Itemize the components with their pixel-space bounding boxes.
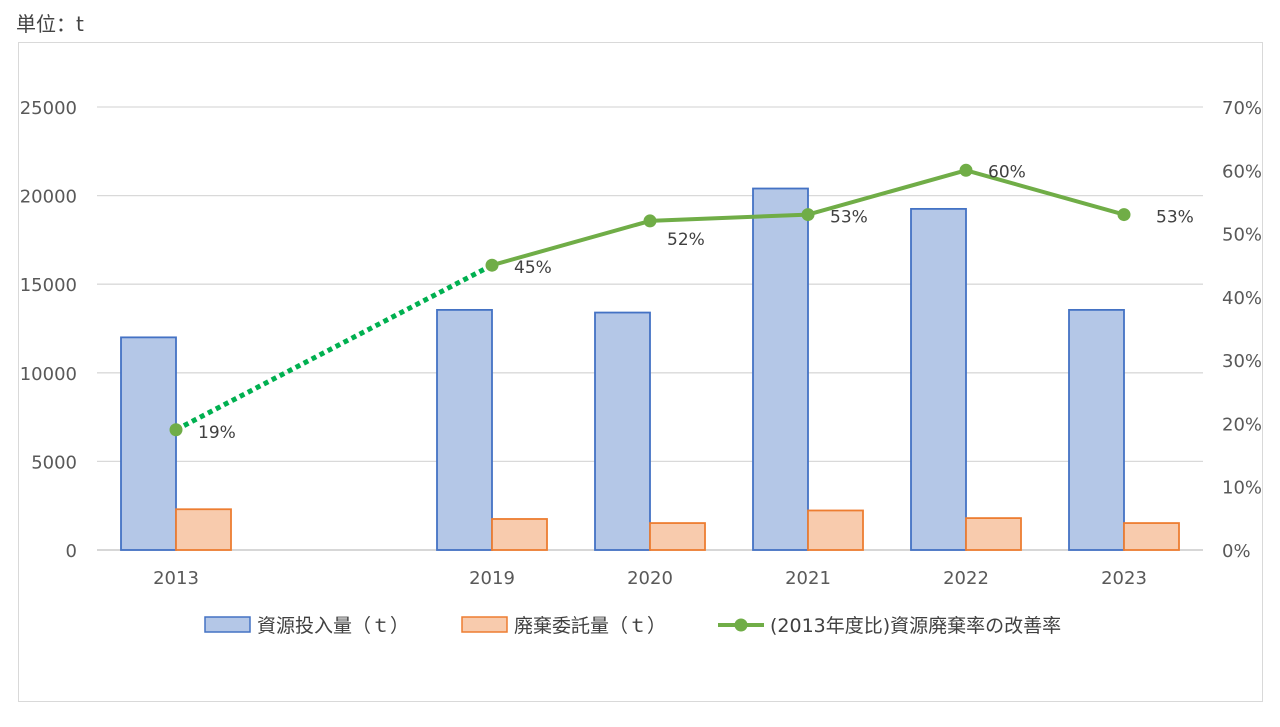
line-point	[485, 258, 499, 272]
y-right-tick-label: 30%	[1222, 351, 1262, 372]
unit-label: 単位：t	[16, 12, 84, 36]
x-tick-label: 2013	[153, 568, 199, 589]
y-right-tick-label: 20%	[1222, 414, 1262, 435]
x-tick-label: 2023	[1101, 568, 1147, 589]
line-point	[959, 163, 973, 177]
x-tick-label: 2022	[943, 568, 989, 589]
y-left-tick-label: 10000	[20, 364, 77, 385]
line-point	[643, 214, 657, 228]
y-right-tick-label: 50%	[1222, 225, 1262, 246]
bar-waste-consignment	[807, 509, 864, 551]
bar-resource-input	[120, 336, 177, 551]
line-point	[801, 208, 815, 222]
bar-waste-consignment	[649, 522, 706, 551]
y-right-tick-label: 40%	[1222, 288, 1262, 309]
bar-resource-input	[752, 187, 809, 551]
bar-waste-consignment	[965, 517, 1022, 551]
bar-resource-input	[594, 311, 651, 551]
y-left-tick-label: 15000	[20, 275, 77, 296]
legend-label-resource-input: 資源投入量（ｔ）	[257, 615, 409, 637]
y-right-tick-label: 10%	[1222, 478, 1262, 499]
x-tick-label: 2020	[627, 568, 673, 589]
y-left-tick-label: 25000	[20, 98, 77, 119]
y-left-tick-label: 0	[66, 541, 77, 562]
legend-label-waste-consignment: 廃棄委託量（ｔ）	[514, 615, 666, 637]
chart-frame	[18, 42, 1263, 702]
x-tick-label: 2019	[469, 568, 515, 589]
legend-swatch-waste-consignment	[461, 616, 508, 633]
bar-waste-consignment	[491, 518, 548, 551]
data-label: 53%	[830, 208, 868, 228]
line-point	[169, 423, 183, 437]
data-label: 60%	[988, 162, 1026, 182]
y-left-tick-label: 5000	[31, 452, 77, 473]
y-right-tick-label: 0%	[1222, 541, 1251, 562]
legend-marker-improvement-rate	[734, 618, 748, 632]
bar-waste-consignment	[1123, 522, 1180, 551]
data-label: 52%	[667, 230, 705, 250]
data-label: 19%	[198, 423, 236, 443]
data-label: 45%	[514, 258, 552, 278]
legend-label-improvement-rate: (2013年度比)資源廃棄率の改善率	[770, 615, 1061, 637]
y-left-tick-label: 20000	[20, 187, 77, 208]
x-tick-label: 2021	[785, 568, 831, 589]
data-label: 53%	[1156, 208, 1194, 228]
bar-waste-consignment	[175, 508, 232, 551]
y-right-tick-label: 60%	[1222, 161, 1262, 182]
y-right-tick-label: 70%	[1222, 98, 1262, 119]
bar-resource-input	[436, 308, 493, 551]
line-point	[1117, 208, 1131, 222]
legend-swatch-resource-input	[204, 616, 251, 633]
bar-resource-input	[910, 207, 967, 551]
bar-resource-input	[1068, 308, 1125, 551]
